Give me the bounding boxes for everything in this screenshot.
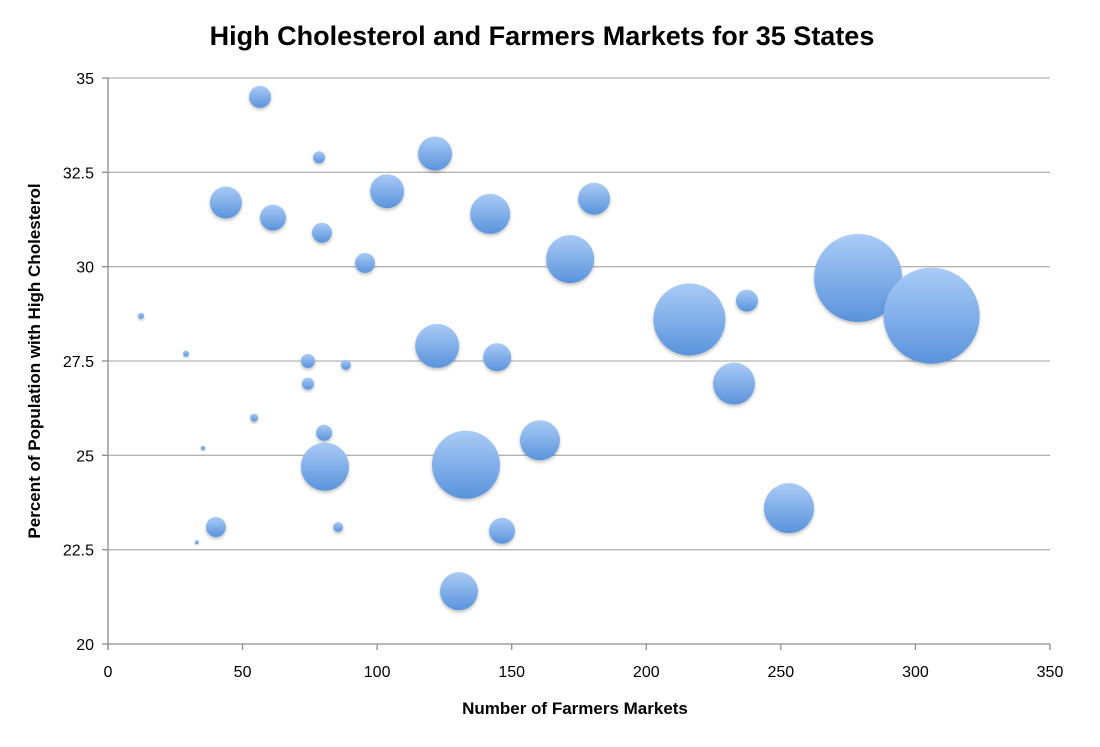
x-tick-label: 250 — [768, 664, 795, 681]
bubble — [209, 186, 242, 219]
bubble — [200, 445, 206, 451]
x-tick-label: 350 — [1037, 664, 1064, 681]
bubble — [311, 222, 332, 243]
bubble — [249, 85, 272, 108]
bubble — [300, 442, 349, 491]
x-tick-label: 50 — [234, 664, 252, 681]
bubble — [370, 174, 405, 209]
bubble — [340, 359, 351, 370]
bubble — [814, 233, 903, 322]
bubble — [578, 182, 611, 215]
x-tick-label: 100 — [364, 664, 391, 681]
bubble — [546, 235, 595, 284]
bubble — [883, 267, 980, 364]
bubble — [439, 572, 478, 611]
bubble — [313, 151, 326, 164]
bubble — [183, 350, 190, 357]
bubble — [301, 377, 314, 390]
bubble — [653, 283, 726, 356]
y-tick-label: 32.5 — [63, 165, 94, 182]
bubble — [418, 136, 453, 171]
bubble — [259, 204, 286, 231]
y-axis-label: Percent of Population with High Choleste… — [25, 183, 44, 538]
bubble — [735, 289, 758, 312]
bubble — [713, 362, 756, 405]
bubble — [205, 517, 226, 538]
bubble — [470, 193, 511, 234]
bubble — [138, 312, 145, 319]
bubble — [431, 430, 500, 499]
bubbles — [138, 85, 980, 611]
y-tick-label: 25 — [76, 448, 94, 465]
bubble — [489, 517, 516, 544]
bubble — [333, 522, 344, 533]
y-tick-label: 30 — [76, 260, 94, 277]
x-tick-label: 200 — [633, 664, 660, 681]
gridlines — [102, 77, 1051, 650]
bubble — [519, 420, 560, 461]
y-tick-label: 22.5 — [63, 543, 94, 560]
bubble — [300, 354, 315, 368]
bubble — [316, 424, 333, 441]
x-tick-label: 150 — [498, 664, 525, 681]
x-tick-label: 300 — [902, 664, 929, 681]
chart-title: High Cholesterol and Farmers Markets for… — [210, 21, 875, 51]
y-tick-label: 35 — [76, 71, 94, 88]
bubble — [250, 413, 259, 422]
bubble — [763, 483, 814, 534]
bubble — [415, 323, 460, 368]
x-tick-label: 0 — [104, 664, 113, 681]
x-axis-ticks: 0 50 100 150 200 250 300 350 — [104, 664, 1064, 681]
bubble — [483, 343, 512, 372]
y-tick-label: 20 — [76, 637, 94, 654]
y-axis-ticks: 20 22.5 25 27.5 30 32.5 35 — [63, 71, 94, 654]
y-tick-label: 27.5 — [63, 354, 94, 371]
bubble — [355, 252, 376, 273]
bubble — [194, 540, 199, 545]
x-axis-label: Number of Farmers Markets — [462, 699, 688, 718]
